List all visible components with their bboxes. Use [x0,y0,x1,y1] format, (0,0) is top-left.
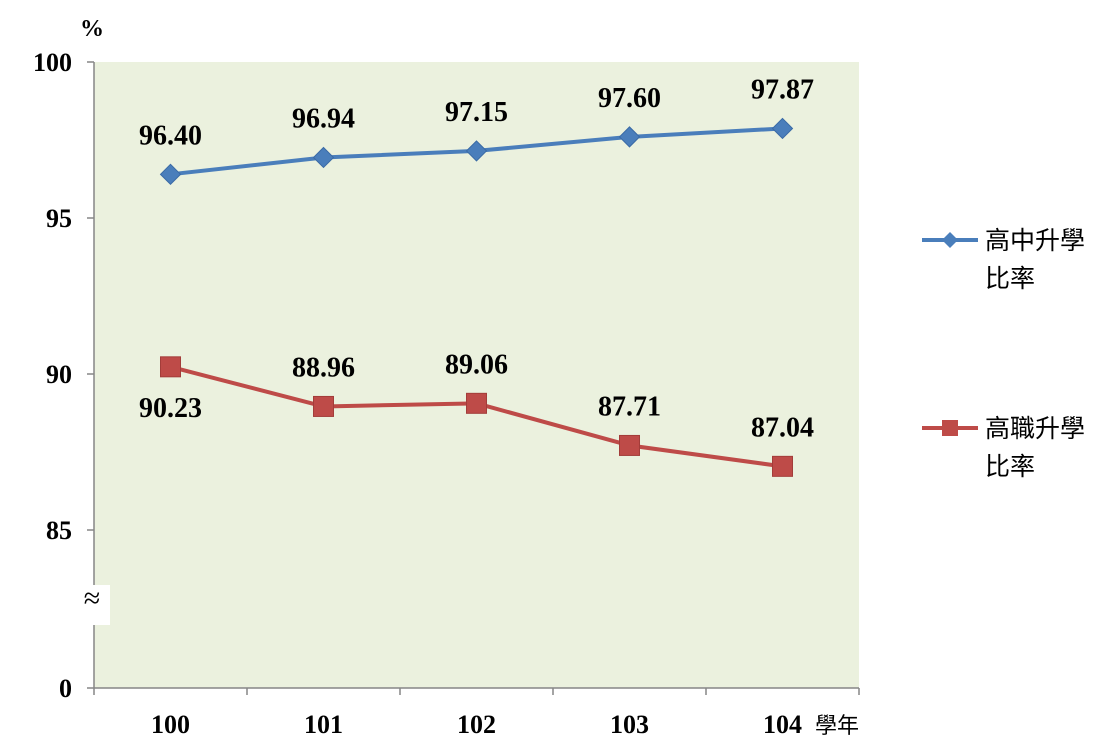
y-tick-label: 90 [46,360,72,389]
data-label: 96.40 [139,120,202,151]
x-tick-label: 101 [304,710,343,739]
series-2: 90.23 88.96 89.06 87.71 87.04 [139,349,814,477]
legend-label: 高中升學 [985,226,1085,255]
data-point [771,117,794,140]
series-layer: 96.40 96.94 97.15 97.60 97.87 90.23 88.96 89.06… [139,74,814,477]
x-unit-label: 學年 [815,714,859,739]
x-tick-label: 102 [457,710,496,739]
axis-break-symbol: ≈ [84,582,100,615]
data-point [772,455,793,477]
x-tick-label: 103 [610,710,649,739]
legend-label: 比率 [985,264,1035,293]
legend-marker [942,420,958,436]
legend-label: 高職升學 [985,414,1085,443]
data-point [312,146,335,169]
legend-marker [942,232,958,248]
data-label: 89.06 [445,349,508,380]
data-label: 87.71 [598,391,661,422]
data-label: 87.04 [751,412,814,443]
data-point [618,126,641,148]
y-tick-label: 100 [33,48,72,77]
data-point [466,392,487,414]
y-tick-label: 0 [59,674,72,703]
data-point [313,395,334,417]
series-1: 96.40 96.94 97.15 97.60 97.87 [139,74,814,186]
axis-break-gap [80,585,110,625]
x-tick-label: 100 [151,710,190,739]
data-label: 97.87 [751,74,814,105]
data-label: 97.60 [598,83,661,114]
data-label: 90.23 [139,393,202,424]
y-unit-label: % [80,16,104,42]
data-label: 88.96 [292,352,355,383]
data-point [159,163,182,186]
data-point [619,434,640,456]
data-label: 97.15 [445,97,508,128]
y-tick-label: 85 [46,516,72,545]
data-label: 96.94 [292,103,355,134]
data-point [160,356,181,378]
x-tick-label: 104 [763,710,802,739]
y-tick-label: 95 [46,204,72,233]
axes: 0 85 90 95 100 100 101 102 103 104 [33,48,860,739]
plot-area [94,62,859,688]
legend-label: 比率 [985,452,1035,481]
data-point [465,140,488,162]
